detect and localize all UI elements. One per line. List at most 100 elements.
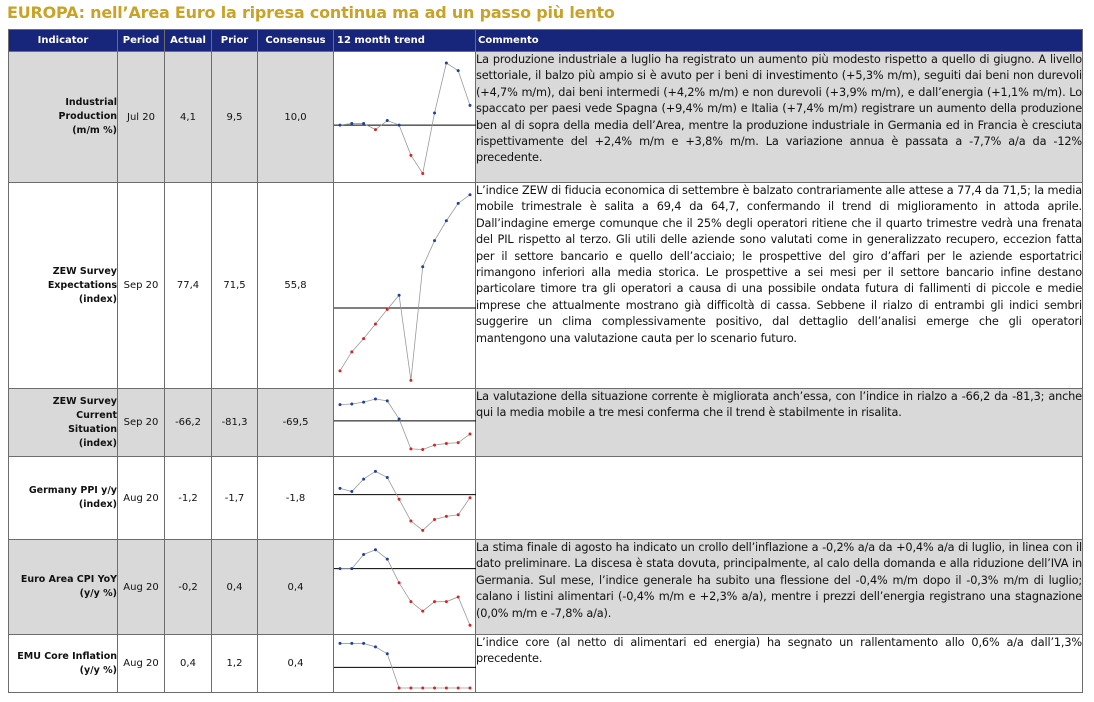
period-cell: Sep 20 bbox=[117, 182, 165, 389]
trend-cell bbox=[333, 182, 476, 389]
table-row: ZEW Survey Current Situation (index) Sep… bbox=[8, 388, 1083, 457]
header-indicator: Indicator bbox=[8, 29, 118, 52]
indicator-line: Industrial bbox=[65, 97, 117, 108]
trend-cell bbox=[333, 456, 476, 540]
trend-point bbox=[338, 123, 342, 127]
header-row: Indicator Period Actual Prior Consensus … bbox=[8, 29, 1083, 52]
prior-cell: 71,5 bbox=[211, 182, 258, 389]
header-prior: Prior bbox=[211, 29, 258, 52]
trend-point bbox=[421, 528, 425, 532]
trend-point bbox=[444, 61, 448, 65]
trend-point bbox=[444, 219, 448, 223]
period-cell: Sep 20 bbox=[117, 388, 165, 457]
prior-cell: 9,5 bbox=[211, 51, 258, 183]
prior-cell: 0,4 bbox=[211, 539, 258, 635]
period-cell: Jul 20 bbox=[117, 51, 165, 183]
trend-cell bbox=[333, 51, 476, 183]
consensus-cell: -1,8 bbox=[257, 456, 334, 540]
trend-sparkline bbox=[334, 61, 476, 175]
trend-point bbox=[350, 567, 354, 571]
table-row: Germany PPI y/y (index) Aug 20 -1,2 -1,7… bbox=[8, 456, 1083, 540]
trend-point bbox=[433, 686, 437, 690]
trend-point bbox=[338, 369, 342, 373]
indicator-cell: ZEW Survey Current Situation (index) bbox=[8, 388, 118, 457]
trend-point bbox=[468, 103, 472, 107]
indicator-line: EMU Core Inflation bbox=[17, 650, 117, 662]
trend-sparkline bbox=[334, 641, 476, 690]
trend-point bbox=[338, 486, 342, 490]
trend-point bbox=[362, 337, 366, 341]
prior-cell: -81,3 bbox=[211, 388, 258, 457]
trend-line bbox=[339, 194, 471, 381]
consensus-cell: 10,0 bbox=[257, 51, 334, 183]
trend-point bbox=[385, 557, 389, 561]
page-title: EUROPA: nell’Area Euro la ripresa contin… bbox=[7, 3, 615, 22]
trend-point bbox=[373, 128, 377, 132]
indicator-line: (y/y %) bbox=[79, 664, 117, 676]
trend-point bbox=[362, 552, 366, 556]
trend-point bbox=[409, 447, 413, 451]
indicator-cell: Euro Area CPI YoY (y/y %) bbox=[8, 539, 118, 635]
trend-point bbox=[421, 448, 425, 452]
prior-cell: -1,7 bbox=[211, 456, 258, 540]
indicator-cell: ZEW Survey Expectations (index) bbox=[8, 182, 118, 389]
table-row: Industrial Production (m/m %) Jul 20 4,1… bbox=[8, 51, 1083, 183]
trend-point bbox=[433, 111, 437, 115]
trend-point bbox=[350, 402, 354, 406]
indicator-line: Situation bbox=[68, 423, 117, 435]
period-cell: Aug 20 bbox=[117, 539, 165, 635]
consensus-cell: 0,4 bbox=[257, 634, 334, 693]
trend-point bbox=[362, 400, 366, 404]
trend-point bbox=[373, 645, 377, 649]
trend-point bbox=[373, 397, 377, 401]
indicator-line: ZEW Survey Current bbox=[52, 395, 117, 421]
trend-line bbox=[340, 549, 471, 626]
trend-point bbox=[338, 641, 342, 645]
indicator-line: (y/y %) bbox=[79, 588, 117, 599]
consensus-cell: 55,8 bbox=[257, 182, 334, 389]
trend-sparkline bbox=[334, 397, 476, 452]
actual-cell: -0,2 bbox=[164, 539, 212, 635]
trend-point bbox=[373, 548, 377, 552]
trend-point bbox=[444, 441, 448, 445]
trend-point bbox=[456, 513, 460, 517]
trend-point bbox=[362, 122, 366, 126]
trend-sparkline bbox=[334, 193, 476, 382]
trend-point bbox=[373, 322, 377, 326]
indicator-line: (index) bbox=[78, 437, 117, 449]
comment-cell: La stima finale di agosto ha indicato un… bbox=[475, 539, 1083, 635]
trend-point bbox=[397, 686, 401, 690]
trend-point bbox=[409, 153, 413, 157]
trend-point bbox=[385, 652, 389, 656]
trend-cell bbox=[333, 388, 476, 457]
trend-point bbox=[433, 239, 437, 243]
trend-sparkline bbox=[334, 548, 476, 627]
trend-point bbox=[444, 686, 448, 690]
trend-point bbox=[456, 686, 460, 690]
trend-point bbox=[397, 417, 401, 421]
trend-point bbox=[385, 476, 389, 480]
trend-line bbox=[340, 643, 470, 689]
header-trend: 12 month trend bbox=[333, 29, 476, 52]
trend-point bbox=[350, 122, 354, 126]
trend-point bbox=[350, 641, 354, 645]
trend-point bbox=[468, 496, 472, 500]
trend-point bbox=[338, 567, 342, 571]
trend-point bbox=[350, 350, 354, 354]
trend-point bbox=[350, 490, 354, 494]
trend-cell bbox=[333, 539, 476, 635]
trend-point bbox=[338, 403, 342, 407]
table-row: Euro Area CPI YoY (y/y %) Aug 20 -0,2 0,… bbox=[8, 539, 1083, 635]
trend-point bbox=[468, 432, 472, 436]
trend-point bbox=[456, 595, 460, 599]
indicator-line: (m/m %) bbox=[72, 125, 117, 136]
indicator-line: (index) bbox=[78, 499, 117, 510]
trend-point bbox=[421, 265, 425, 269]
indicators-table: Indicator Period Actual Prior Consensus … bbox=[8, 29, 1083, 693]
actual-cell: 4,1 bbox=[164, 51, 212, 183]
indicator-line: Euro Area CPI YoY bbox=[20, 574, 117, 585]
actual-cell: 0,4 bbox=[164, 634, 212, 693]
trend-point bbox=[385, 119, 389, 123]
indicator-cell: Industrial Production (m/m %) bbox=[8, 51, 118, 183]
indicator-cell: Germany PPI y/y (index) bbox=[8, 456, 118, 540]
